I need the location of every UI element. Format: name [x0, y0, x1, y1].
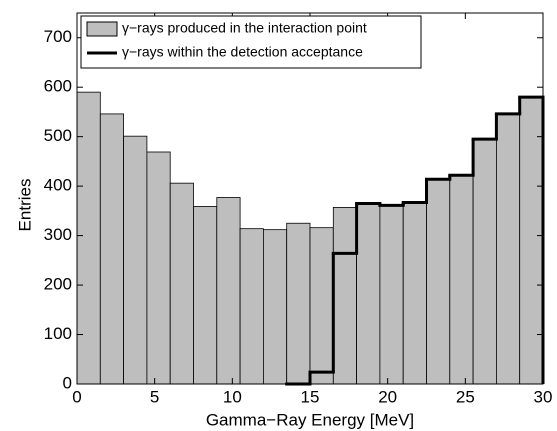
x-tick-label: 10: [223, 387, 242, 406]
bar: [449, 174, 474, 385]
x-tick-label: 5: [150, 387, 159, 406]
legend-box: [80, 15, 422, 69]
y-axis-label: Entries: [15, 179, 34, 232]
bar: [472, 138, 497, 385]
bar: [169, 182, 194, 385]
bar: [309, 227, 334, 385]
bar: [146, 151, 171, 385]
bar: [519, 96, 544, 385]
y-tick-label: 600: [44, 77, 72, 96]
legend-label: γ−rays within the detection acceptance: [122, 44, 363, 60]
bar: [239, 228, 264, 385]
x-tick-label: 15: [301, 387, 320, 406]
bar: [402, 202, 427, 385]
bar: [332, 207, 357, 385]
y-tick-label: 0: [63, 373, 72, 392]
x-tick-label: 0: [72, 387, 81, 406]
bar: [356, 203, 381, 385]
bar: [495, 113, 521, 385]
bar: [379, 205, 404, 385]
bar: [193, 206, 218, 385]
bar: [216, 197, 241, 385]
y-tick-label: 500: [44, 126, 72, 145]
x-tick-label: 25: [456, 387, 475, 406]
bar: [426, 178, 451, 385]
y-tick-label: 400: [44, 176, 72, 195]
bar: [76, 91, 101, 385]
bar: [286, 222, 311, 385]
legend-label: γ−rays produced in the interaction point: [122, 20, 367, 36]
y-tick-label: 100: [44, 324, 72, 343]
bar: [262, 229, 288, 385]
legend: γ−rays produced in the interaction point…: [80, 15, 422, 69]
y-tick-label: 300: [44, 225, 72, 244]
x-tick-label: 30: [534, 387, 553, 406]
legend-swatch: [86, 21, 118, 37]
y-tick-label: 200: [44, 275, 72, 294]
bar: [99, 113, 125, 385]
y-tick-label: 700: [44, 27, 72, 46]
bar: [123, 135, 148, 385]
x-tick-label: 20: [378, 387, 397, 406]
x-axis-label: Gamma−Ray Energy [MeV]: [206, 410, 414, 429]
